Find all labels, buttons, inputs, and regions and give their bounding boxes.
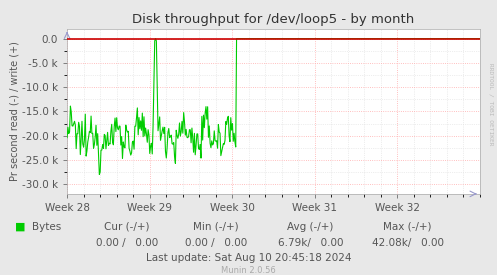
- Text: ■: ■: [15, 222, 25, 232]
- Text: Last update: Sat Aug 10 20:45:18 2024: Last update: Sat Aug 10 20:45:18 2024: [146, 253, 351, 263]
- Text: 42.08k/   0.00: 42.08k/ 0.00: [372, 238, 443, 248]
- Text: Avg (-/+): Avg (-/+): [287, 222, 334, 232]
- Text: Cur (-/+): Cur (-/+): [104, 222, 150, 232]
- Text: 6.79k/   0.00: 6.79k/ 0.00: [278, 238, 343, 248]
- Text: Min (-/+): Min (-/+): [193, 222, 239, 232]
- Text: Bytes: Bytes: [32, 222, 62, 232]
- Text: RRDTOOL / TOBI OETIKER: RRDTOOL / TOBI OETIKER: [489, 63, 494, 146]
- Text: Max (-/+): Max (-/+): [383, 222, 432, 232]
- Text: 0.00 /   0.00: 0.00 / 0.00: [95, 238, 158, 248]
- Y-axis label: Pr second read (-) / write (+): Pr second read (-) / write (+): [9, 42, 19, 181]
- Text: 0.00 /   0.00: 0.00 / 0.00: [185, 238, 248, 248]
- Text: Munin 2.0.56: Munin 2.0.56: [221, 266, 276, 274]
- Title: Disk throughput for /dev/loop5 - by month: Disk throughput for /dev/loop5 - by mont…: [132, 13, 414, 26]
